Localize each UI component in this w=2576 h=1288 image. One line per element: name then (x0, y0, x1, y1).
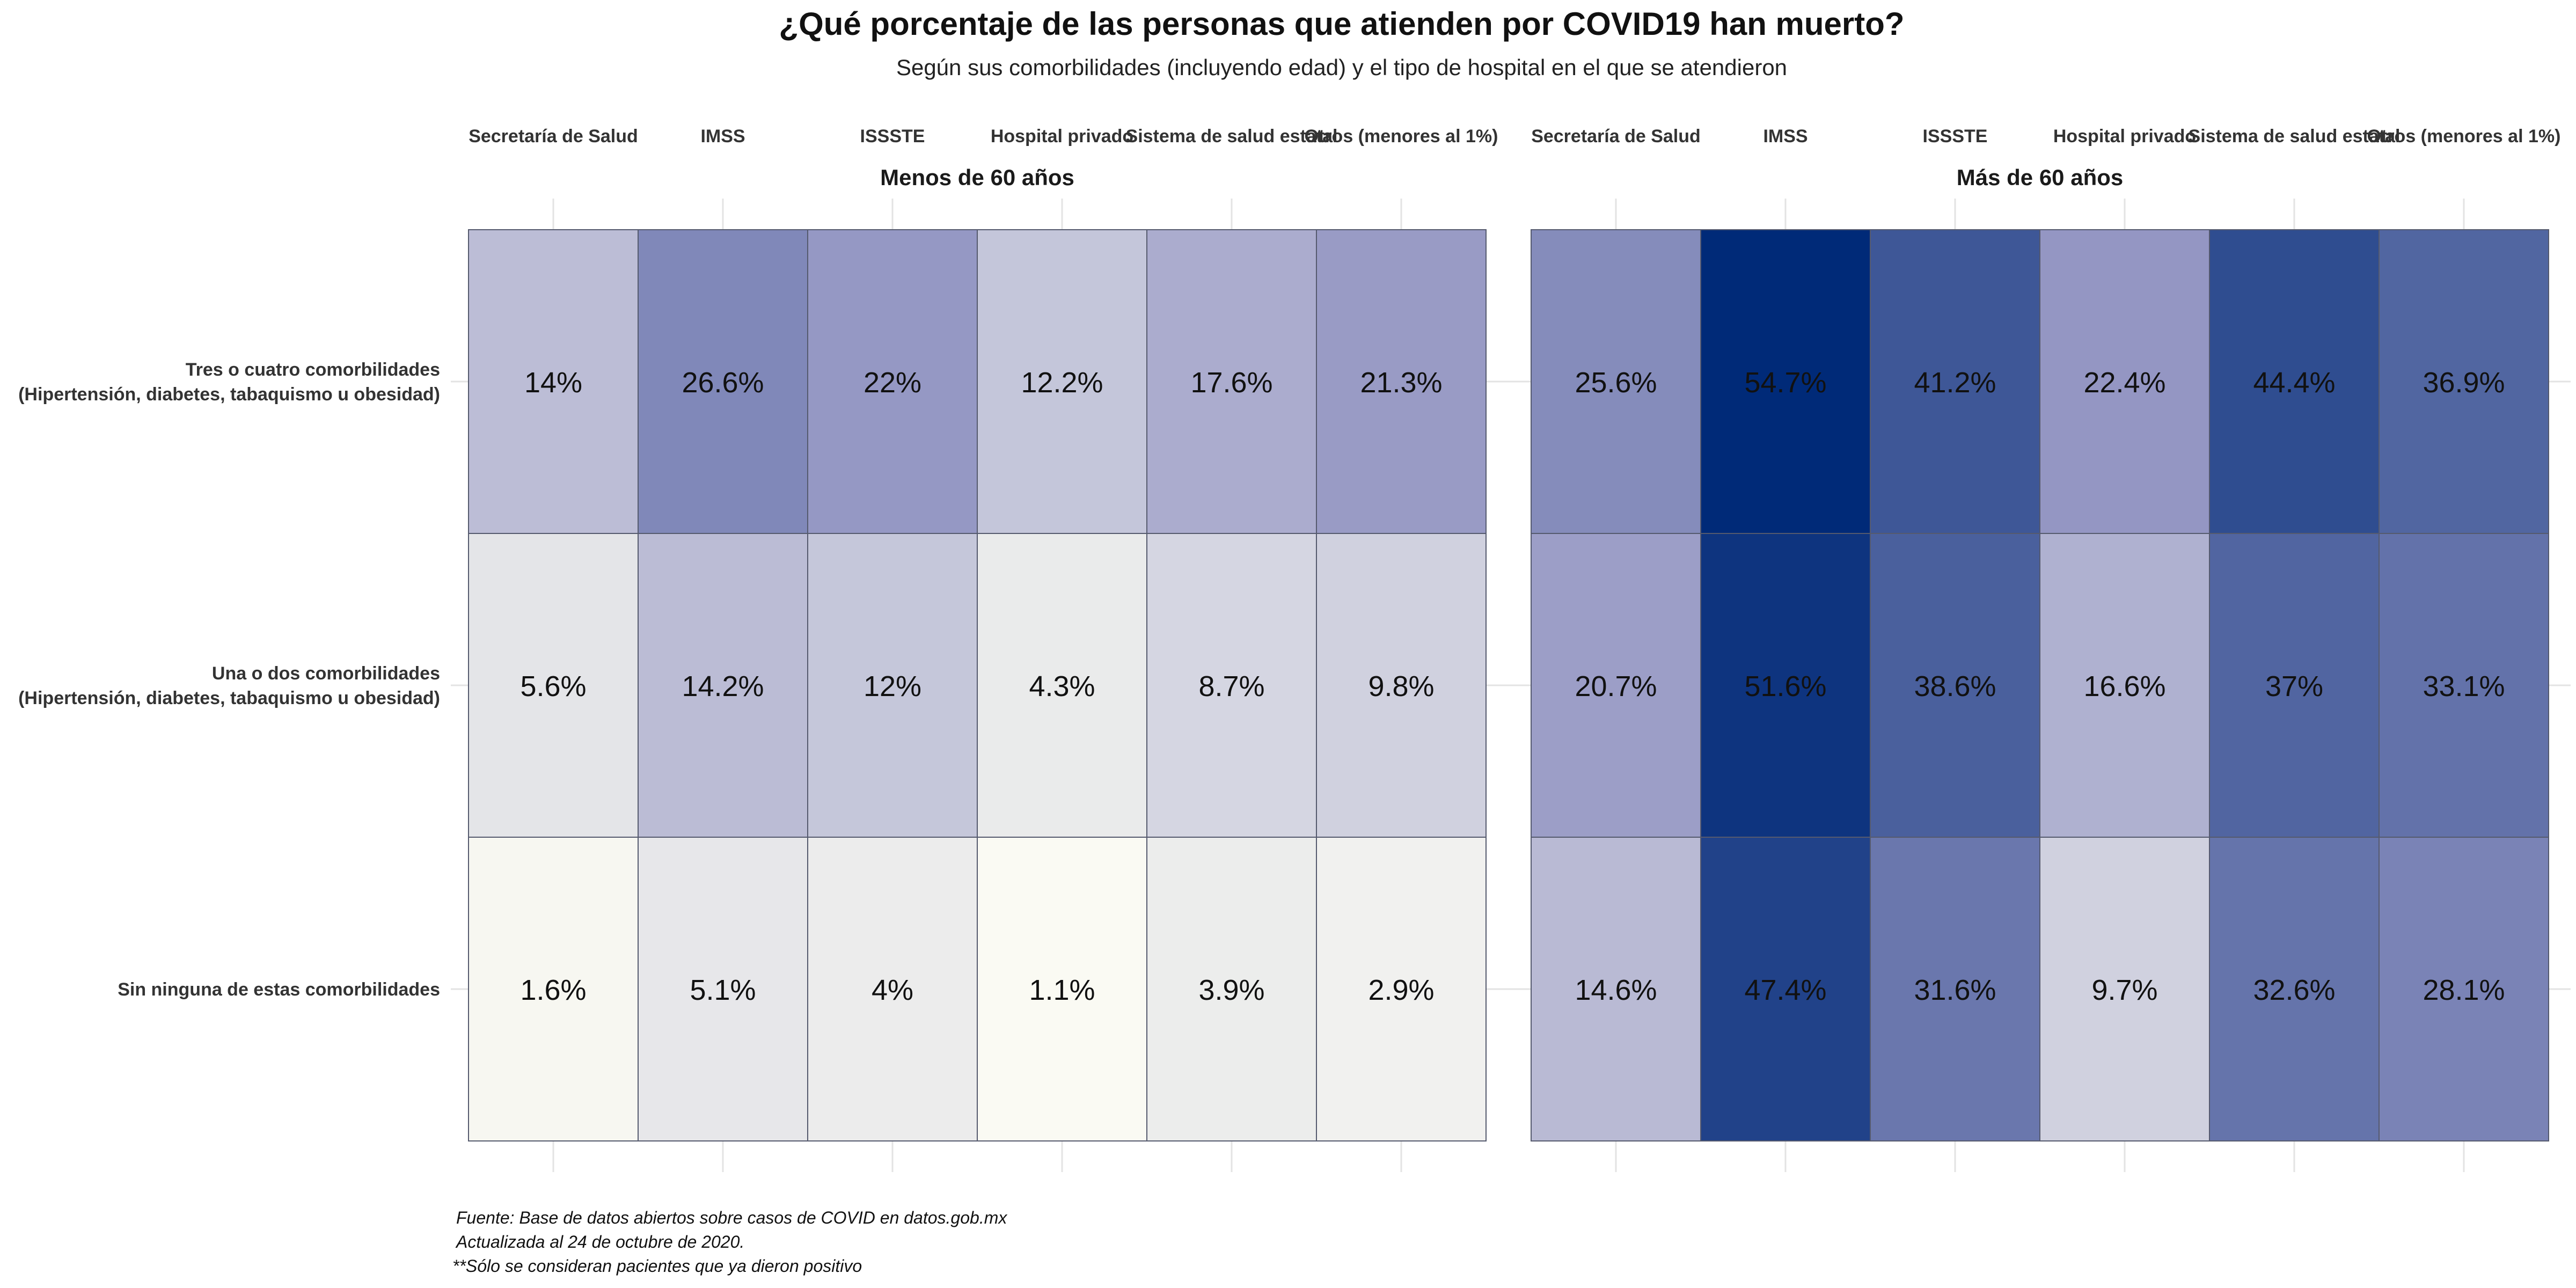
caption: Fuente: Base de datos abiertos sobre cas… (452, 1208, 1007, 1276)
facet-panel-menos-de-60-anos: Secretaría de Salud IMSS ISSSTE Hospital pr… (468, 126, 1498, 1141)
row-label-una-o-dos-comorbilidades: (Hipertensión, diabetes, tabaquismo u ob… (18, 688, 440, 708)
column-label-issste: ISSSTE (860, 126, 925, 147)
heatmap-cell (1700, 837, 1871, 1141)
cell-value-label: 4.3% (1029, 670, 1095, 702)
cell-value-label: 9.8% (1368, 670, 1434, 702)
heatmap-cell (2379, 229, 2549, 534)
heatmap-cell (1316, 229, 1487, 534)
heatmap-cell (977, 533, 1147, 838)
column-label-sistema-de-salud-estatal: Sistema de salud estatal (1126, 126, 1338, 147)
cell-value-label: 14.6% (1575, 974, 1657, 1006)
cell-value-label: 51.6% (1744, 670, 1826, 702)
cell-value-label: 2.9% (1368, 974, 1434, 1006)
heatmap-cell (1146, 229, 1317, 534)
facet-label-mas-de-60-anos: Más de 60 años (1957, 165, 2123, 190)
cell-value-label: 25.6% (1575, 367, 1657, 399)
heatmap-cell (468, 533, 639, 838)
cell-value-label: 4% (872, 974, 913, 1006)
cell-value-label: 16.6% (2083, 670, 2165, 702)
heatmap-cell (468, 229, 639, 534)
cell-value-label: 32.6% (2253, 974, 2335, 1006)
facet-label-menos-de-60-anos: Menos de 60 años (880, 165, 1074, 190)
heatmap-cell (638, 837, 808, 1141)
heatmap-cell (977, 229, 1147, 534)
row-label-una-o-dos-comorbilidades: Una o dos comorbilidades (212, 663, 440, 684)
cell-value-label: 36.9% (2423, 367, 2505, 399)
column-label-issste: ISSSTE (1923, 126, 1988, 147)
heatmap-cell (977, 837, 1147, 1141)
caption-line-1: Fuente: Base de datos abiertos sobre cas… (456, 1208, 1007, 1227)
cell-value-label: 22.4% (2083, 367, 2165, 399)
cell-value-label: 26.6% (682, 367, 764, 399)
heatmap-cell (1316, 533, 1487, 838)
cell-value-label: 47.4% (1744, 974, 1826, 1006)
cell-value-label: 5.6% (520, 670, 586, 702)
heatmap-cell (1146, 533, 1317, 838)
cell-value-label: 44.4% (2253, 367, 2335, 399)
caption-line-3: **Sólo se consideran pacientes que ya di… (452, 1256, 862, 1276)
heatmap-cell (2039, 533, 2210, 838)
cell-value-label: 12.2% (1021, 367, 1103, 399)
facet-panels: Secretaría de Salud IMSS ISSSTE Hospital pr… (468, 126, 2560, 1141)
cell-value-label: 21.3% (1360, 367, 1442, 399)
row-label-tres-o-cuatro-comorbilidades: Tres o cuatro comorbilidades (186, 360, 440, 380)
cell-value-label: 37% (2265, 670, 2323, 702)
cell-value-label: 14.2% (682, 670, 764, 702)
column-label-otros-menores-al-1: Otros (menores al 1%) (1305, 126, 1498, 147)
facet-panel-mas-de-60-anos: Secretaría de Salud IMSS ISSSTE Hospital pr… (1531, 126, 2560, 1141)
column-label-imss: IMSS (1763, 126, 1807, 147)
cell-value-label: 54.7% (1744, 367, 1826, 399)
heatmap-cell (638, 229, 808, 534)
cell-value-label: 14% (524, 367, 582, 399)
column-label-hospital-privado: Hospital privado (991, 126, 1133, 147)
chart-subtitle: Según sus comorbilidades (incluyendo eda… (896, 55, 1787, 80)
cell-value-label: 17.6% (1190, 367, 1272, 399)
cell-value-label: 1.6% (520, 974, 586, 1006)
caption-line-2: Actualizada al 24 de octubre de 2020. (455, 1232, 744, 1252)
row-label-sin-ninguna-de-estas-comorbilidades: Sin ninguna de estas comorbilidades (118, 979, 440, 1000)
heatmap-cell (1870, 837, 2040, 1141)
cell-value-label: 31.6% (1914, 974, 1996, 1006)
cell-value-label: 12% (863, 670, 921, 702)
cell-value-label: 22% (863, 367, 921, 399)
cell-value-label: 8.7% (1198, 670, 1264, 702)
cell-value-label: 38.6% (1914, 670, 1996, 702)
cell-value-label: 41.2% (1914, 367, 1996, 399)
heatmap-cell (1870, 229, 2040, 534)
cell-value-label: 1.1% (1029, 974, 1095, 1006)
heatmap-cell (807, 837, 978, 1141)
grid-lines (451, 199, 2571, 1172)
row-label-tres-o-cuatro-comorbilidades: (Hipertensión, diabetes, tabaquismo u ob… (18, 384, 440, 405)
column-label-secretaria-de-salud: Secretaría de Salud (469, 126, 638, 147)
heatmap-cell (2039, 229, 2210, 534)
heatmap-cell (2379, 837, 2549, 1141)
cell-value-label: 3.9% (1198, 974, 1264, 1006)
heatmap-cell (2379, 533, 2549, 838)
cell-value-label: 9.7% (2091, 974, 2157, 1006)
cell-value-label: 5.1% (690, 974, 756, 1006)
row-labels: Tres o cuatro comorbilidades (Hipertensió… (18, 360, 440, 1000)
column-label-hospital-privado: Hospital privado (2053, 126, 2196, 147)
heatmap-cell (1700, 229, 1871, 534)
heatmap-cell (807, 229, 978, 534)
heatmap-cell (1531, 837, 1701, 1141)
heatmap-cell (1700, 533, 1871, 838)
cell-value-label: 28.1% (2423, 974, 2505, 1006)
heatmap-cell (1316, 837, 1487, 1141)
heatmap-cell (638, 533, 808, 838)
chart-title: ¿Qué porcentaje de las personas que atie… (779, 6, 1904, 42)
cell-value-label: 33.1% (2423, 670, 2505, 702)
heatmap-cell (1531, 533, 1701, 838)
column-label-imss: IMSS (700, 126, 745, 147)
column-label-otros-menores-al-1: Otros (menores al 1%) (2367, 126, 2561, 147)
column-label-sistema-de-salud-estatal: Sistema de salud estatal (2189, 126, 2401, 147)
heatmap-cell (2209, 837, 2380, 1141)
column-label-secretaria-de-salud: Secretaría de Salud (1531, 126, 1701, 147)
heatmap-cell (2039, 837, 2210, 1141)
heatmap-cell (2209, 229, 2380, 534)
cell-value-label: 20.7% (1575, 670, 1657, 702)
